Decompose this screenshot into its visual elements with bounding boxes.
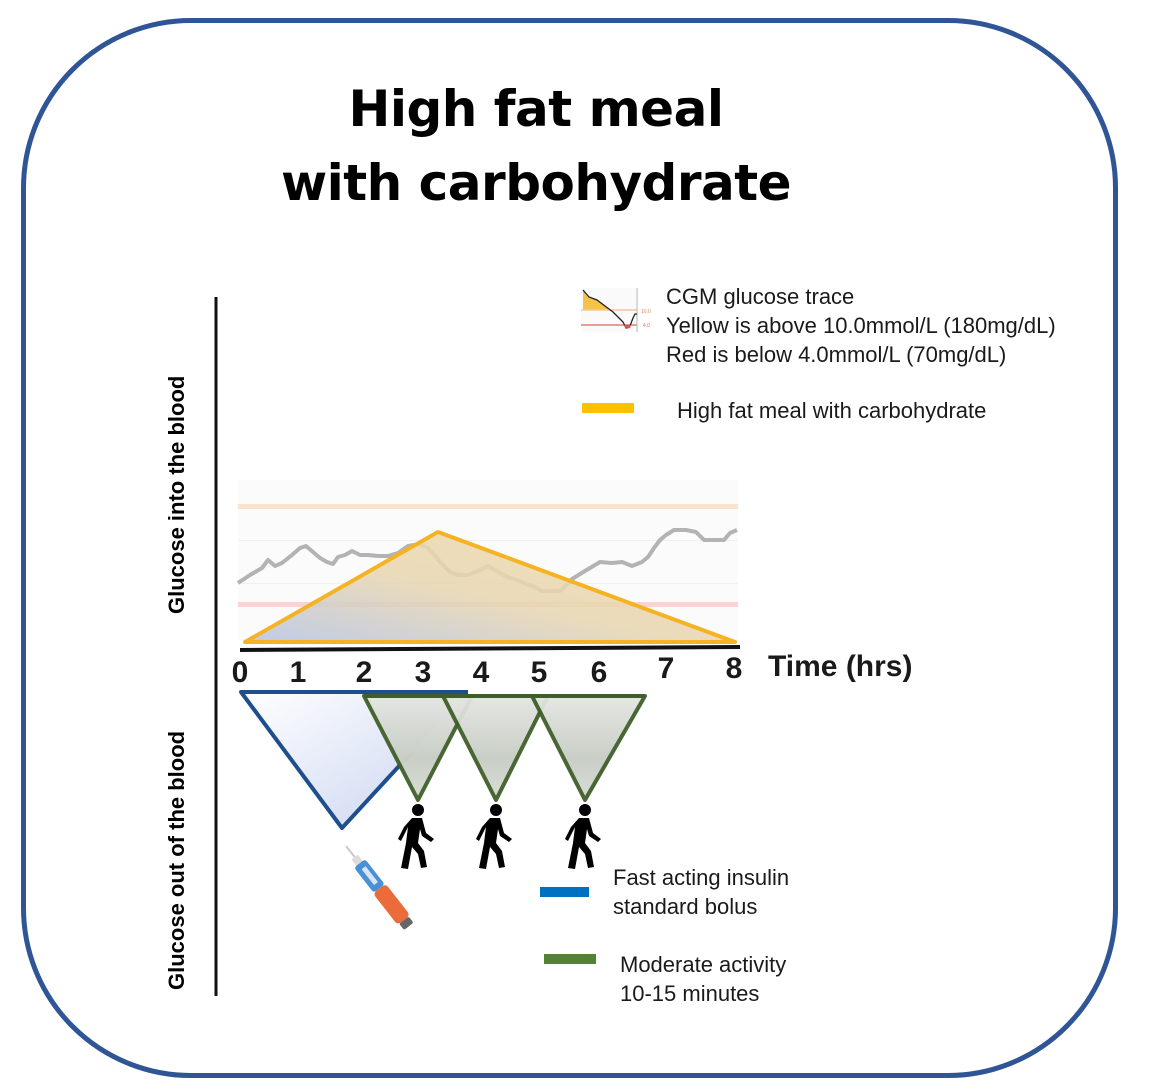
walking-person-icon bbox=[476, 804, 512, 869]
legend-activity-text: Moderate activity 10-15 minutes bbox=[620, 950, 786, 1008]
legend-cgm-line-3: Red is below 4.0mmol/L (70mg/dL) bbox=[666, 342, 1007, 367]
legend-cgm-line-1: CGM glucose trace bbox=[666, 284, 855, 309]
cgm-trace-thumbnail-icon bbox=[581, 288, 639, 332]
meal-absorption-triangle bbox=[243, 530, 737, 644]
activity-triangle-2 bbox=[441, 694, 550, 802]
x-axis-title: Time (hrs) bbox=[768, 650, 913, 683]
x-tick-2: 2 bbox=[355, 656, 373, 689]
legend-activity-line-2: 10-15 minutes bbox=[620, 981, 760, 1006]
activity-triangles bbox=[362, 694, 647, 802]
x-tick-8: 8 bbox=[725, 652, 743, 685]
legend-meal-swatch bbox=[582, 403, 634, 413]
legend-insulin-line-2: standard bolus bbox=[613, 894, 758, 919]
insulin-pen-icon bbox=[345, 845, 413, 930]
x-tick-3: 3 bbox=[414, 656, 432, 689]
high-threshold-line bbox=[238, 504, 738, 509]
legend-cgm-line-2: Yellow is above 10.0mmol/L (180mg/dL) bbox=[666, 313, 1056, 338]
x-tick-0: 0 bbox=[231, 656, 249, 689]
x-tick-7: 7 bbox=[657, 652, 675, 685]
legend-insulin-swatch bbox=[540, 887, 589, 897]
cgm-thumb-low-label: 4.0 bbox=[643, 323, 650, 329]
legend-insulin-line-1: Fast acting insulin bbox=[613, 865, 790, 890]
title-line-1: High fat meal bbox=[348, 80, 724, 138]
legend-insulin-text: Fast acting insulin standard bolus bbox=[613, 863, 789, 921]
cgm-thumb-high-label: 10.0 bbox=[641, 309, 651, 315]
title-line-2: with carbohydrate bbox=[280, 154, 792, 212]
legend-meal-label: High fat meal with carbohydrate bbox=[677, 398, 987, 423]
page-title: High fat meal with carbohydrate bbox=[236, 72, 836, 220]
x-tick-4: 4 bbox=[472, 656, 490, 689]
x-tick-5: 5 bbox=[530, 656, 548, 689]
x-tick-6: 6 bbox=[590, 656, 608, 689]
x-tick-1: 1 bbox=[289, 656, 307, 689]
insulin-action-outline bbox=[239, 690, 468, 830]
time-axis-line bbox=[239, 645, 741, 652]
y-axis-label-lower: Glucose out of the blood bbox=[164, 730, 189, 990]
activity-triangle-3 bbox=[530, 694, 647, 802]
legend-activity-swatch bbox=[544, 954, 596, 964]
legend-cgm-text: CGM glucose trace Yellow is above 10.0mm… bbox=[666, 282, 1056, 369]
walking-person-icon bbox=[565, 804, 601, 869]
legend-activity-line-1: Moderate activity bbox=[620, 952, 787, 977]
rounded-frame bbox=[21, 18, 1118, 1078]
y-axis-label-upper: Glucose into the blood bbox=[164, 375, 189, 614]
walking-person-icon bbox=[398, 804, 434, 869]
